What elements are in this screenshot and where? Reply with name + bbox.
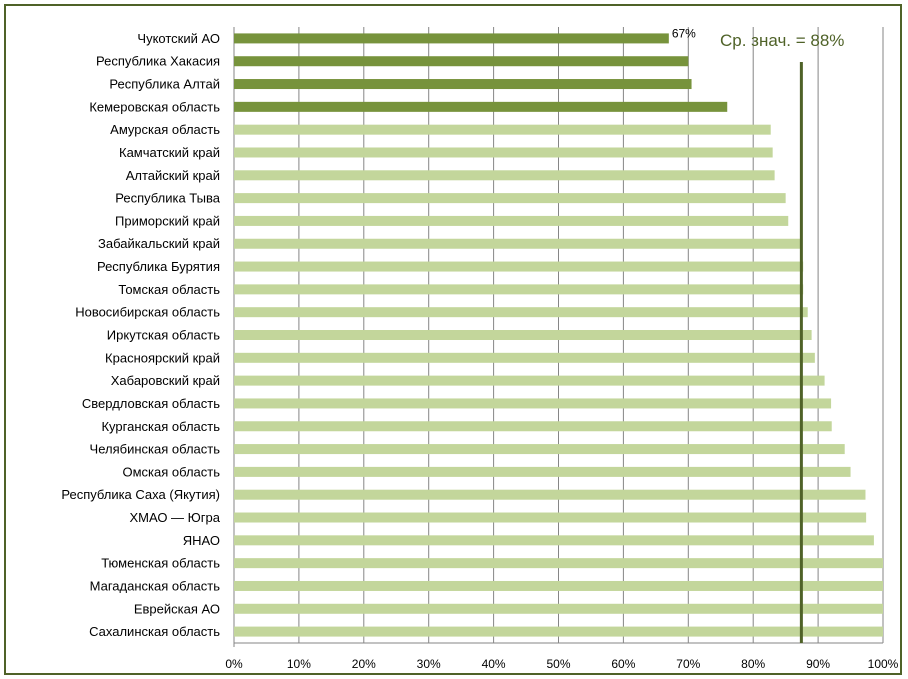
category-label: Красноярский край	[105, 350, 220, 365]
bar	[234, 330, 812, 340]
category-label: Республика Бурятия	[97, 259, 220, 274]
bar	[234, 101, 728, 112]
x-tick-label: 10%	[287, 657, 311, 671]
x-tick-label: 60%	[611, 657, 635, 671]
category-label: Республика Хакасия	[96, 54, 220, 69]
category-label: ХМАО — Югра	[129, 510, 220, 525]
bar	[234, 626, 883, 637]
bar	[234, 124, 771, 135]
category-label: Республика Саха (Якутия)	[61, 487, 220, 502]
category-label: Сахалинская область	[89, 624, 220, 639]
bar	[234, 603, 883, 614]
x-tick-label: 0%	[225, 657, 243, 671]
bar	[234, 56, 689, 67]
bar	[234, 512, 867, 523]
bar	[234, 558, 883, 569]
category-label: Тюменская область	[101, 556, 220, 571]
x-tick-label: 30%	[417, 657, 441, 671]
bar	[234, 170, 775, 181]
category-label: Курганская область	[101, 419, 220, 434]
category-label: Камчатский край	[119, 145, 220, 160]
category-label: Амурская область	[110, 122, 220, 137]
category-label: Еврейская АО	[134, 601, 220, 616]
x-tick-label: 70%	[676, 657, 700, 671]
category-label: Забайкальский край	[98, 236, 220, 251]
bar	[234, 33, 669, 44]
bar	[234, 444, 845, 455]
category-label: Магаданская область	[90, 578, 221, 593]
category-label: ЯНАО	[183, 533, 220, 548]
x-tick-label: 20%	[352, 657, 376, 671]
bar	[234, 79, 692, 90]
bar	[234, 421, 832, 432]
category-label: Республика Тыва	[115, 191, 221, 206]
category-label: Чукотский АО	[137, 31, 220, 46]
bar	[234, 147, 773, 158]
category-label: Свердловская область	[82, 396, 220, 411]
category-label: Кемеровская область	[89, 99, 220, 114]
bar	[234, 307, 808, 318]
x-tick-label: 80%	[741, 657, 765, 671]
category-label: Томская область	[118, 282, 220, 297]
bar	[234, 398, 832, 409]
category-label: Республика Алтай	[109, 77, 220, 92]
bar	[234, 261, 804, 272]
data-label: 67%	[672, 26, 696, 40]
category-label: Приморский край	[115, 213, 220, 228]
x-tick-label: 100%	[868, 657, 899, 671]
bar	[234, 215, 789, 226]
category-label: Алтайский край	[126, 168, 220, 183]
category-label: Омская область	[122, 464, 220, 479]
bar	[234, 466, 851, 477]
category-label: Иркутская область	[107, 328, 220, 343]
x-tick-label: 90%	[806, 657, 830, 671]
x-tick-label: 50%	[546, 657, 570, 671]
x-tick-label: 40%	[482, 657, 506, 671]
bar	[234, 193, 786, 204]
average-label: Ср. знач. = 88%	[720, 31, 844, 50]
bar	[234, 238, 801, 249]
category-label: Новосибирская область	[75, 305, 220, 320]
bar	[234, 489, 866, 500]
bar	[234, 375, 825, 386]
bar	[234, 535, 874, 546]
bar	[234, 352, 815, 363]
category-label: Челябинская область	[90, 442, 221, 457]
category-label: Хабаровский край	[111, 373, 220, 388]
bar	[234, 284, 804, 295]
bar	[234, 580, 883, 591]
